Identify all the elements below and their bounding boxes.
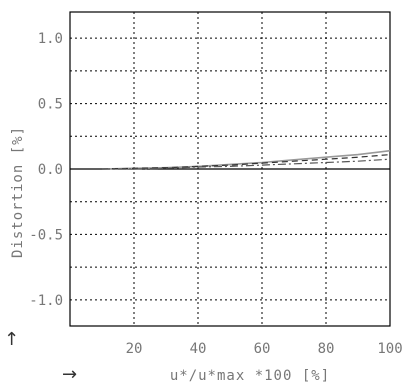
series-layer xyxy=(101,149,391,170)
x-tick-label: 100 xyxy=(377,341,402,357)
x-axis-arrow: → xyxy=(62,364,77,385)
y-axis-arrow: ↑ xyxy=(4,329,19,350)
ticks-layer: 20 40 60 80 100 1.0 0.5 0.0 -0.5 -1.0 xyxy=(29,31,402,357)
series-solid-line xyxy=(101,149,391,170)
y-tick-label: 1.0 xyxy=(38,31,63,47)
x-tick-label: 40 xyxy=(190,341,207,357)
y-tick-label: -1.0 xyxy=(29,293,63,309)
x-tick-label: 80 xyxy=(318,341,335,357)
x-tick-label: 20 xyxy=(126,341,143,357)
series-dashed-line xyxy=(101,154,391,170)
series-dashdot-line xyxy=(102,158,391,170)
x-axis-label: u*/u*max *100 [%] xyxy=(170,368,330,384)
y-axis-label: Distortion [%] xyxy=(10,126,26,258)
x-tick-label: 60 xyxy=(254,341,271,357)
y-tick-label: 0.5 xyxy=(38,97,63,113)
y-tick-label: -0.5 xyxy=(29,227,63,243)
y-tick-label: 0.0 xyxy=(38,162,63,178)
